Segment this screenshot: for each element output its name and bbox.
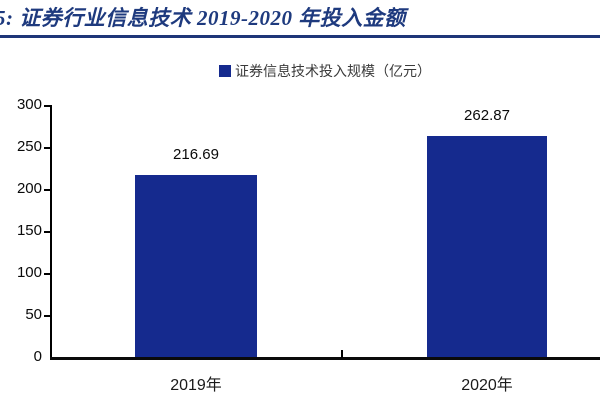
y-axis-label: 300 (16, 96, 42, 113)
y-axis-label: 200 (16, 180, 42, 197)
y-axis-label: 250 (16, 138, 42, 155)
y-axis-label: 50 (25, 306, 42, 323)
x-axis-mid-tick (341, 350, 343, 358)
legend-swatch-icon (219, 65, 231, 77)
bar-value-label-2019: 216.69 (173, 146, 219, 163)
y-tick-300 (44, 105, 50, 107)
y-tick-50 (44, 315, 50, 317)
chart-legend: 证券信息技术投入规模（亿元） (50, 62, 600, 80)
title-divider (0, 35, 600, 38)
y-axis-label: 0 (33, 348, 42, 365)
legend-label: 证券信息技术投入规模（亿元） (235, 63, 431, 79)
bar-value-label-2020: 262.87 (464, 107, 510, 124)
x-axis-category-2019: 2019年 (170, 377, 222, 394)
y-axis-line (50, 105, 52, 359)
y-axis-label: 150 (16, 222, 42, 239)
figure-title: 5: 证券行业信息技术 2019-2020 年投入金额 (0, 6, 406, 30)
bar-2019 (135, 175, 257, 357)
y-tick-250 (44, 147, 50, 149)
bar-2020 (427, 136, 547, 357)
x-axis-line (50, 357, 600, 360)
y-axis-label: 100 (16, 264, 42, 281)
y-tick-150 (44, 231, 50, 233)
y-tick-100 (44, 273, 50, 275)
x-axis-category-2020: 2020年 (461, 377, 513, 394)
y-tick-200 (44, 189, 50, 191)
